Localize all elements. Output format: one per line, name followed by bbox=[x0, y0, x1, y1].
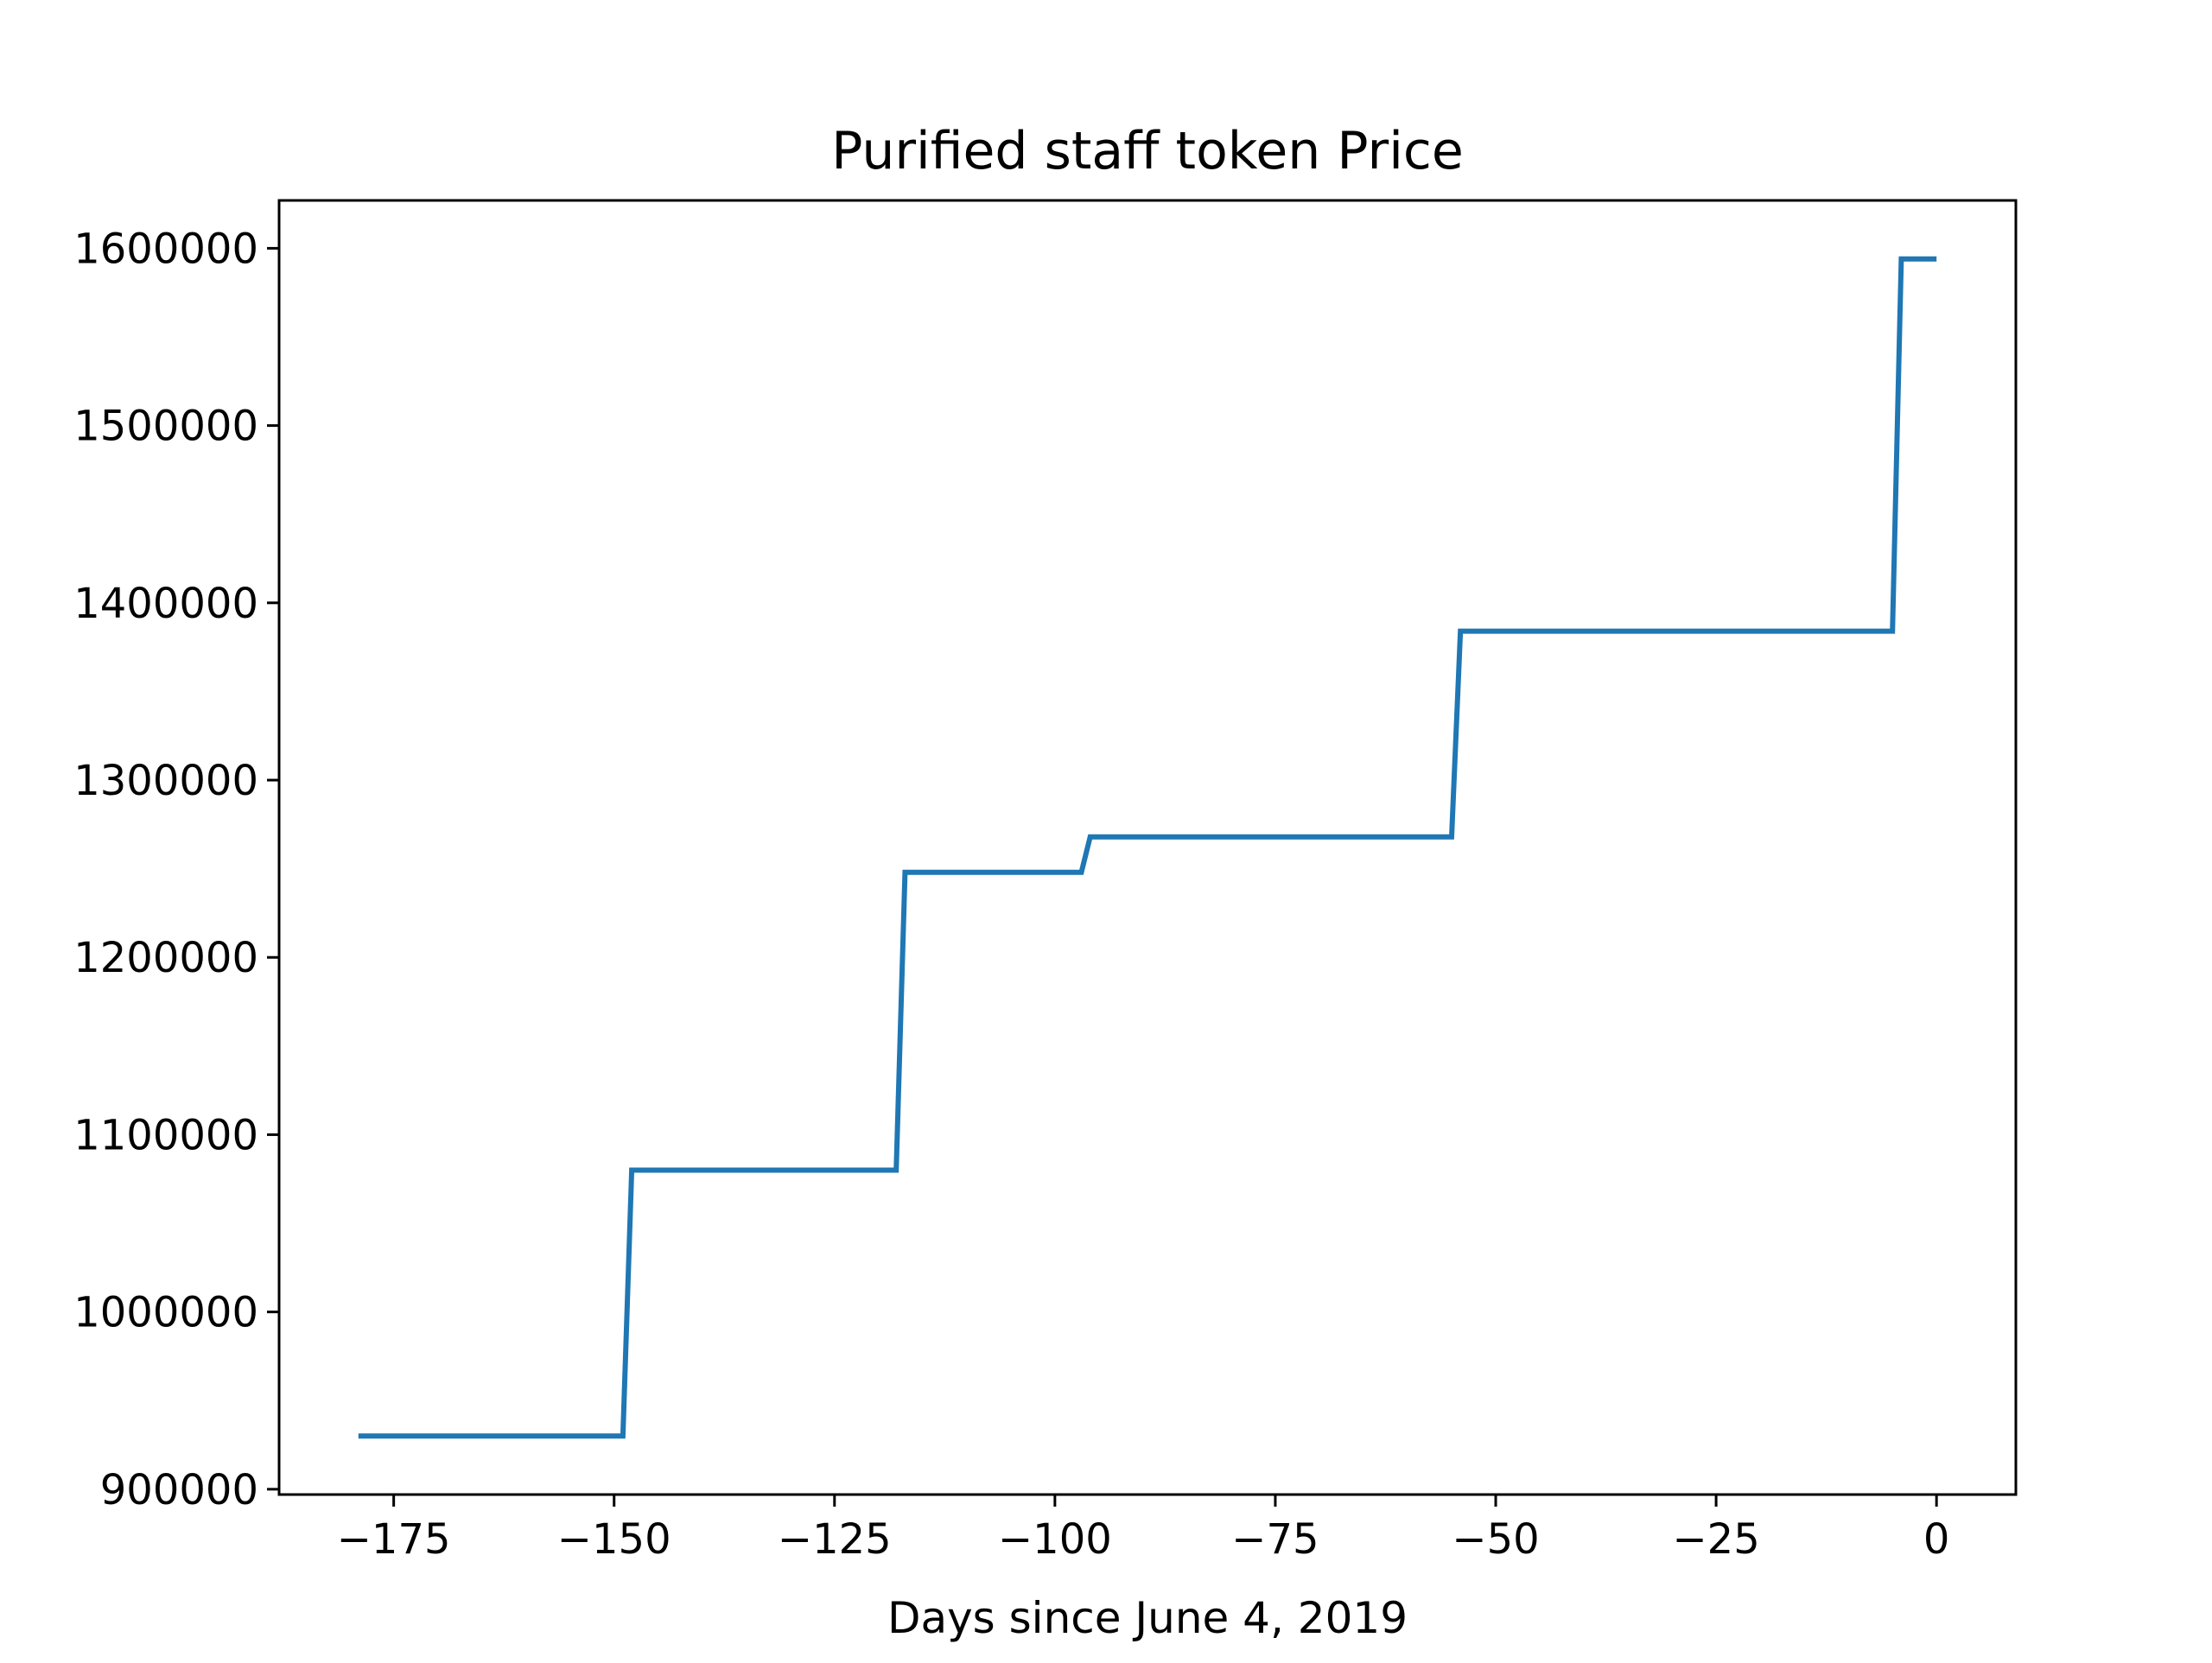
y-tick-label: 1000000 bbox=[73, 1289, 258, 1337]
x-axis-ticks: −175 −150 −125 −100 −75 −50 −25 0 bbox=[337, 1495, 1950, 1564]
x-tick-label: −50 bbox=[1452, 1515, 1539, 1564]
y-tick-label: 1400000 bbox=[73, 580, 258, 628]
y-tick-label: 1300000 bbox=[73, 757, 258, 805]
x-tick-label: 0 bbox=[1923, 1515, 1950, 1564]
y-tick-label: 1100000 bbox=[73, 1111, 258, 1159]
x-axis-label: Days since June 4, 2019 bbox=[887, 1593, 1408, 1643]
chart-title: Purified staff token Price bbox=[831, 121, 1464, 181]
x-tick-label: −125 bbox=[778, 1515, 892, 1564]
x-tick-label: −175 bbox=[337, 1515, 451, 1564]
series-layer bbox=[358, 256, 1937, 1439]
x-tick-label: −150 bbox=[557, 1515, 671, 1564]
y-tick-label: 1200000 bbox=[73, 934, 258, 982]
y-tick-label: 900000 bbox=[100, 1466, 258, 1514]
price-series-line bbox=[358, 256, 1937, 1439]
x-tick-label: −25 bbox=[1672, 1515, 1759, 1564]
x-tick-label: −100 bbox=[998, 1515, 1112, 1564]
x-tick-label: −75 bbox=[1231, 1515, 1319, 1564]
y-axis-ticks: 900000 1000000 1100000 1200000 1300000 140000… bbox=[73, 225, 279, 1514]
y-tick-label: 1500000 bbox=[73, 403, 258, 451]
y-tick-label: 1600000 bbox=[73, 225, 258, 273]
plot-area-frame bbox=[277, 199, 2018, 1496]
